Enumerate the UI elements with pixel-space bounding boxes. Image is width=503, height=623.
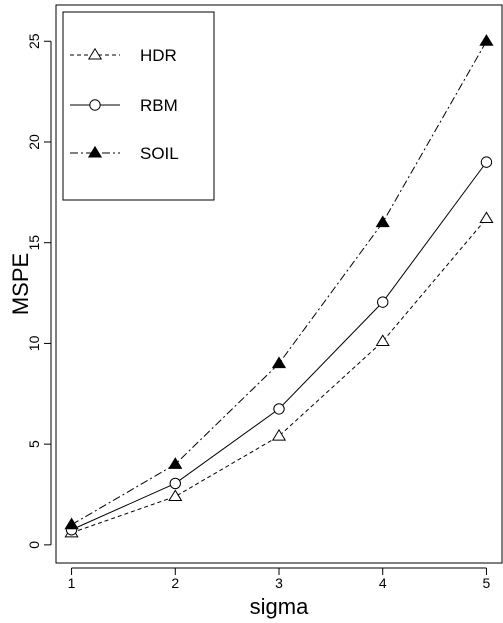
legend-soil-label: SOIL bbox=[140, 144, 179, 163]
y-tick-label: 15 bbox=[26, 235, 42, 251]
soil-series-line bbox=[71, 41, 487, 526]
y-axis-title: MSPE bbox=[8, 253, 33, 315]
legend-box bbox=[62, 11, 215, 201]
plot-frame bbox=[55, 4, 503, 564]
soil-data-point bbox=[375, 215, 390, 228]
legend-rbm-label: RBM bbox=[140, 96, 178, 115]
soil-data-point bbox=[64, 517, 79, 530]
legend-hdr-label: HDR bbox=[140, 46, 177, 65]
x-axis-title: sigma bbox=[250, 594, 309, 619]
y-tick-label: 20 bbox=[26, 134, 42, 150]
hdr-data-point bbox=[479, 211, 494, 224]
rbm-series-line bbox=[71, 161, 487, 531]
rbm-data-point bbox=[169, 477, 181, 490]
rbm-data-point bbox=[377, 296, 389, 308]
y-tick-label: 0 bbox=[26, 541, 42, 549]
hdr-data-point bbox=[375, 334, 390, 346]
x-tick-label: 1 bbox=[68, 575, 76, 591]
hdr-series-line bbox=[71, 218, 487, 534]
soil-data-point bbox=[479, 34, 494, 46]
y-tick-label: 5 bbox=[26, 440, 42, 448]
x-tick-label: 3 bbox=[275, 575, 283, 591]
x-tick-label: 2 bbox=[171, 575, 179, 591]
y-tick-label: 25 bbox=[26, 33, 42, 49]
x-tick-label: 5 bbox=[483, 575, 491, 591]
soil-data-point bbox=[271, 356, 287, 369]
hdr-data-point bbox=[168, 489, 183, 502]
legend-hdr-marker bbox=[87, 47, 103, 60]
rbm-data-point bbox=[273, 403, 285, 415]
rbm-data-point bbox=[480, 156, 493, 168]
legend-rbm-marker bbox=[89, 99, 101, 111]
x-tick-label: 4 bbox=[379, 575, 387, 591]
y-tick-label: 10 bbox=[26, 335, 42, 351]
legend-soil-marker bbox=[87, 145, 103, 158]
hdr-data-point bbox=[271, 428, 287, 441]
soil-data-point bbox=[168, 457, 183, 469]
